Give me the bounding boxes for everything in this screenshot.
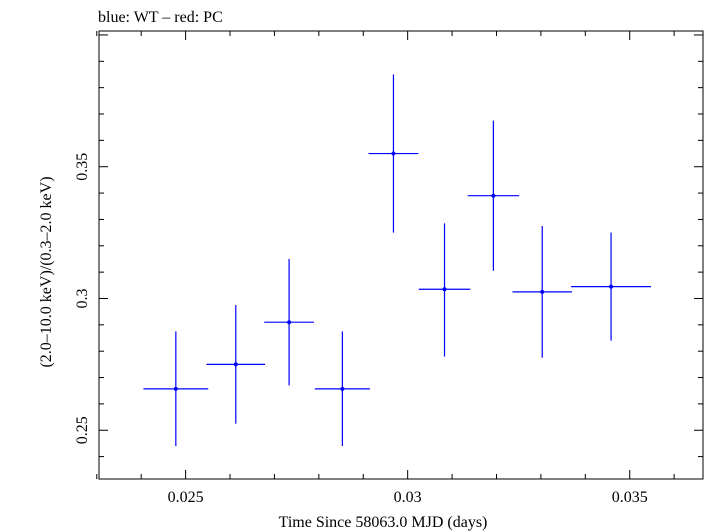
point-marker [609,284,614,289]
point-marker [340,386,345,391]
y-tick-label: 0.25 [74,416,91,444]
point-marker [540,289,545,294]
data-point [512,226,572,358]
y-tick-label: 0.35 [74,153,91,181]
y-tick-label: 0.3 [74,288,91,308]
x-axis-label: Time Since 58063.0 MJD (days) [279,514,488,531]
data-point [206,305,266,424]
x-tick-label: 0.035 [612,489,648,506]
point-marker [442,287,447,292]
point-marker [391,151,396,156]
point-marker [287,320,292,325]
tick-labels: 0.025 0.03 0.035 0.25 0.3 0.35 [74,153,648,506]
data-point [143,331,209,447]
data-point [571,232,652,341]
point-marker [491,193,496,198]
axis-ticks [96,31,703,479]
x-tick-label: 0.025 [168,489,204,506]
point-marker [233,362,238,367]
data-point [314,331,370,447]
y-axis-label: (2.0–10.0 keV)/(0.3–2.0 keV) [38,176,55,367]
point-marker [173,386,178,391]
data-point [368,74,419,233]
data-points [143,74,652,447]
data-point [264,258,314,386]
x-tick-label: 0.03 [394,489,422,506]
data-point [418,223,471,357]
data-point [467,120,520,271]
chart-title: blue: WT – red: PC [98,9,223,26]
plot-frame [98,30,704,480]
